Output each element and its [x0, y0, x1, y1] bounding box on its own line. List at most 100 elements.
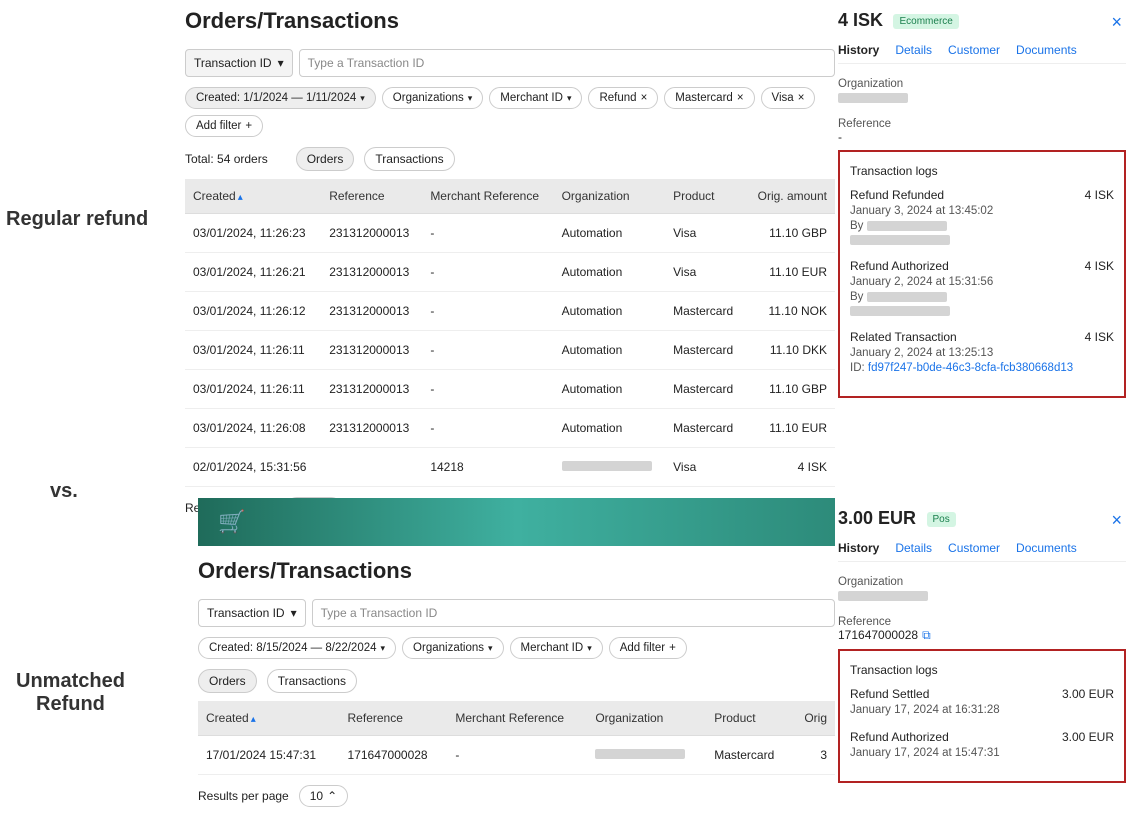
table-cell: 4 ISK [745, 448, 835, 487]
log-date: January 3, 2024 at 13:45:02 [850, 205, 1114, 217]
table-row[interactable]: 03/01/2024, 11:26:11231312000013-Automat… [185, 370, 835, 409]
detail-tabs: History Details Customer Documents [838, 43, 1126, 64]
table-row[interactable]: 03/01/2024, 11:26:21231312000013-Automat… [185, 253, 835, 292]
transaction-id-input[interactable]: Type a Transaction ID [312, 599, 835, 627]
tab-documents[interactable]: Documents [1016, 43, 1077, 57]
filter-pill[interactable]: Organizations▾ [402, 637, 504, 659]
logs-title: Transaction logs [850, 164, 1114, 178]
chevron-down-icon: ▾ [278, 56, 284, 70]
chevron-up-icon: ⌃ [327, 789, 337, 803]
filter-pill[interactable]: Refund × [588, 87, 658, 109]
label-unmatched-refund: Unmatched Refund [16, 670, 125, 716]
tab-customer[interactable]: Customer [948, 541, 1000, 555]
close-icon[interactable]: × [1111, 510, 1122, 531]
table-row[interactable]: 03/01/2024, 11:26:08231312000013-Automat… [185, 409, 835, 448]
column-header[interactable]: Product [706, 701, 791, 736]
column-header[interactable]: Merchant Reference [422, 179, 553, 214]
filter-pill[interactable]: Created: 1/1/2024 — 1/11/2024▾ [185, 87, 376, 109]
transaction-id-input[interactable]: Type a Transaction ID [299, 49, 835, 77]
search-type-dropdown[interactable]: Transaction ID▾ [198, 599, 306, 627]
remove-filter-icon[interactable]: × [737, 92, 744, 104]
label-regular-refund: Regular refund [6, 208, 148, 231]
log-title: Related Transaction [850, 330, 957, 344]
table-cell: 11.10 EUR [745, 409, 835, 448]
chevron-down-icon: ▾ [468, 93, 473, 104]
table-cell: Automation [554, 253, 666, 292]
table-row[interactable]: 03/01/2024, 11:26:11231312000013-Automat… [185, 331, 835, 370]
close-icon[interactable]: × [1111, 12, 1122, 33]
filter-pill[interactable]: Visa × [761, 87, 816, 109]
table-cell: 03/01/2024, 11:26:12 [185, 292, 321, 331]
toggle-transactions[interactable]: Transactions [364, 147, 454, 171]
filter-pill[interactable]: Created: 8/15/2024 — 8/22/2024▾ [198, 637, 396, 659]
table-cell [554, 448, 666, 487]
filter-pill[interactable]: Merchant ID▾ [489, 87, 582, 109]
log-amount: 4 ISK [1085, 188, 1114, 202]
filter-pill[interactable]: Add filter + [609, 637, 687, 659]
search-type-dropdown[interactable]: Transaction ID▾ [185, 49, 293, 77]
column-header[interactable]: Organization [587, 701, 706, 736]
redacted-org [838, 591, 928, 601]
log-entry: Refund Settled3.00 EURJanuary 17, 2024 a… [850, 687, 1114, 716]
table-cell: 3 [792, 736, 835, 775]
plus-icon: + [669, 642, 676, 654]
log-title: Refund Refunded [850, 188, 944, 202]
table-cell: - [422, 292, 553, 331]
table-cell: Mastercard [665, 409, 745, 448]
column-header[interactable]: Reference [321, 179, 422, 214]
tab-history[interactable]: History [838, 541, 879, 555]
column-header[interactable]: Orig. amount [745, 179, 835, 214]
logs-title: Transaction logs [850, 663, 1114, 677]
filter-pill[interactable]: Organizations▾ [382, 87, 484, 109]
table-cell: 11.10 NOK [745, 292, 835, 331]
filter-pill[interactable]: Add filter + [185, 115, 263, 137]
filter-pills: Created: 1/1/2024 — 1/11/2024▾ Organizati… [185, 87, 835, 137]
copy-icon[interactable]: ⧉ [922, 628, 931, 642]
redacted-text [595, 749, 685, 759]
ref-label: Reference [838, 616, 1126, 628]
tab-details[interactable]: Details [895, 43, 932, 57]
column-header[interactable]: Product [665, 179, 745, 214]
filter-pill[interactable]: Merchant ID▾ [510, 637, 603, 659]
table-row[interactable]: 02/01/2024, 15:31:5614218Visa4 ISK [185, 448, 835, 487]
org-label: Organization [838, 78, 1126, 90]
column-header[interactable]: Created▴ [185, 179, 321, 214]
table-row[interactable]: 03/01/2024, 11:26:23231312000013-Automat… [185, 214, 835, 253]
table-cell: 11.10 GBP [745, 370, 835, 409]
table-cell: Mastercard [665, 370, 745, 409]
tab-details[interactable]: Details [895, 541, 932, 555]
column-header[interactable]: Created▴ [198, 701, 340, 736]
chevron-down-icon: ▾ [567, 93, 572, 104]
table-cell: - [447, 736, 587, 775]
column-header[interactable]: Orig [792, 701, 835, 736]
page-title: Orders/Transactions [198, 558, 835, 584]
remove-filter-icon[interactable]: × [798, 92, 805, 104]
remove-filter-icon[interactable]: × [641, 92, 648, 104]
column-header[interactable]: Organization [554, 179, 666, 214]
transactions-table: Created▴ReferenceMerchant ReferenceOrgan… [198, 701, 835, 775]
toggle-transactions[interactable]: Transactions [267, 669, 357, 693]
log-id: ID: fd97f247-b0de-46c3-8cfa-fcb380668d13 [850, 362, 1114, 374]
detail-panel-1: × 4 ISK Ecommerce HistoryDetailsCustomer… [838, 10, 1126, 398]
table-cell: 171647000028 [340, 736, 448, 775]
chevron-down-icon: ▾ [291, 606, 297, 620]
tab-documents[interactable]: Documents [1016, 541, 1077, 555]
column-header[interactable]: Merchant Reference [447, 701, 587, 736]
log-entry: Related Transaction4 ISKJanuary 2, 2024 … [850, 330, 1114, 374]
column-header[interactable]: Reference [340, 701, 448, 736]
table-cell: 231312000013 [321, 292, 422, 331]
table-row[interactable]: 03/01/2024, 11:26:12231312000013-Automat… [185, 292, 835, 331]
results-per-page-select[interactable]: 10⌃ [299, 785, 348, 807]
related-transaction-link[interactable]: fd97f247-b0de-46c3-8cfa-fcb380668d13 [868, 362, 1073, 374]
toggle-orders[interactable]: Orders [296, 147, 355, 171]
table-cell: 231312000013 [321, 331, 422, 370]
toggle-orders[interactable]: Orders [198, 669, 257, 693]
table-cell: 231312000013 [321, 409, 422, 448]
tab-history[interactable]: History [838, 43, 879, 57]
table-cell: - [422, 409, 553, 448]
table-row[interactable]: 17/01/2024 15:47:31171647000028-Masterca… [198, 736, 835, 775]
table-cell: 03/01/2024, 11:26:11 [185, 370, 321, 409]
tab-customer[interactable]: Customer [948, 43, 1000, 57]
page-title: Orders/Transactions [185, 8, 835, 34]
filter-pill[interactable]: Mastercard × [664, 87, 754, 109]
